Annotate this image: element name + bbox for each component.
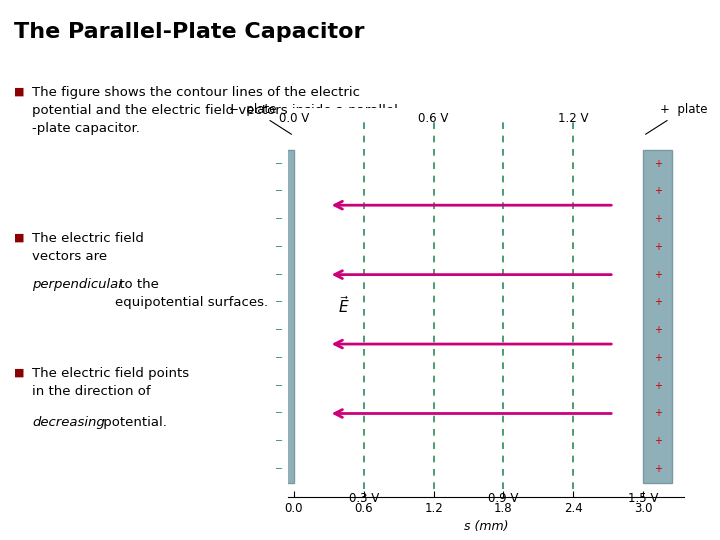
Text: 1.2 V: 1.2 V xyxy=(558,112,589,125)
Text: −: − xyxy=(275,353,284,363)
Text: $\vec{E}$: $\vec{E}$ xyxy=(338,295,350,316)
FancyBboxPatch shape xyxy=(643,150,672,483)
Text: ■: ■ xyxy=(14,367,25,377)
Text: +: + xyxy=(654,298,662,307)
Text: The electric field points
in the direction of: The electric field points in the directi… xyxy=(32,367,189,416)
Text: −  plate: − plate xyxy=(229,103,292,134)
Text: 0.6 V: 0.6 V xyxy=(418,112,449,125)
Text: +: + xyxy=(654,186,662,197)
Text: ■: ■ xyxy=(14,86,25,97)
Text: −: − xyxy=(275,298,284,307)
FancyBboxPatch shape xyxy=(265,150,294,483)
Text: −: − xyxy=(275,436,284,446)
Text: +: + xyxy=(654,242,662,252)
Text: −: − xyxy=(275,381,284,391)
Text: −: − xyxy=(275,408,284,418)
Text: decreasing: decreasing xyxy=(32,416,105,429)
Text: The electric field
vectors are: The electric field vectors are xyxy=(32,232,144,281)
Text: The figure shows the contour lines of the electric
potential and the electric fi: The figure shows the contour lines of th… xyxy=(32,86,398,136)
Text: −: − xyxy=(275,242,284,252)
Text: to the
equipotential surfaces.: to the equipotential surfaces. xyxy=(115,278,269,309)
Text: +: + xyxy=(654,408,662,418)
Text: potential.: potential. xyxy=(99,416,167,429)
Text: ■: ■ xyxy=(14,232,25,242)
Text: +  plate: + plate xyxy=(646,103,708,134)
Text: −: − xyxy=(275,214,284,224)
Text: +: + xyxy=(654,436,662,446)
Text: The Parallel-Plate Capacitor: The Parallel-Plate Capacitor xyxy=(14,22,365,42)
Text: +: + xyxy=(654,159,662,168)
Text: +: + xyxy=(654,214,662,224)
Text: 0.9 V: 0.9 V xyxy=(488,491,518,504)
Text: 0.0 V: 0.0 V xyxy=(279,112,309,125)
Text: −: − xyxy=(275,325,284,335)
Text: −: − xyxy=(275,269,284,280)
Text: −: − xyxy=(275,464,284,474)
Text: 1.5 V: 1.5 V xyxy=(628,491,658,504)
Text: +: + xyxy=(654,381,662,391)
Text: −: − xyxy=(275,186,284,197)
X-axis label: s (mm): s (mm) xyxy=(464,520,508,533)
Text: +: + xyxy=(654,464,662,474)
Text: +: + xyxy=(654,325,662,335)
Text: +: + xyxy=(654,269,662,280)
Text: +: + xyxy=(654,353,662,363)
Text: 0.3 V: 0.3 V xyxy=(348,491,379,504)
Text: −: − xyxy=(275,159,284,168)
Text: perpendicular: perpendicular xyxy=(32,278,124,291)
